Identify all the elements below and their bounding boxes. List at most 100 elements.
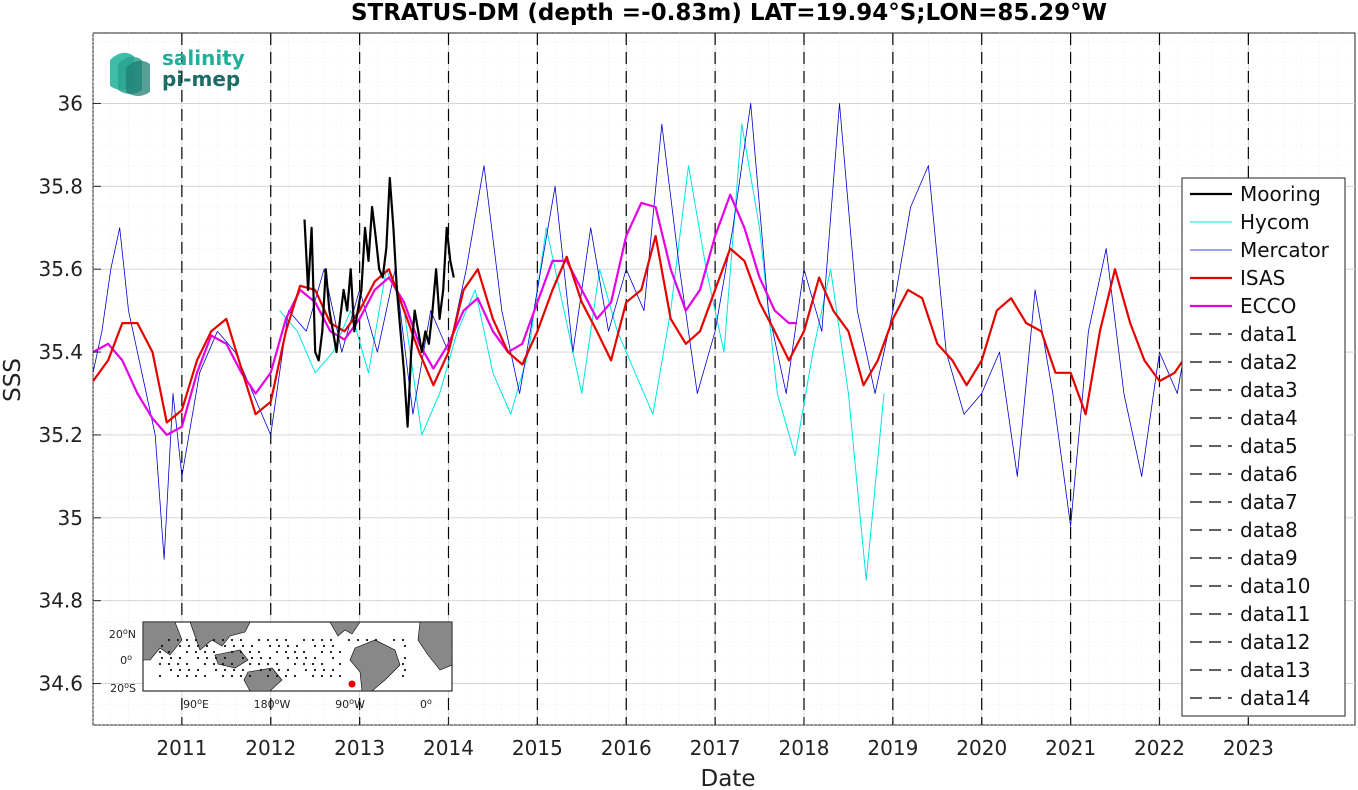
inset-buoy-dot [176,674,180,678]
inset-buoy-dot [304,656,308,660]
inset-buoy-dot [304,668,308,672]
inset-lat-20s: 20oS [110,681,136,695]
inset-buoy-dot [241,656,245,660]
y-tick-label: 35.2 [38,423,83,447]
legend-label-mooring: Mooring [1240,182,1321,206]
legend-label-data12: data12 [1240,630,1311,654]
logo-text-salinity: salinity [162,46,245,70]
x-tick-label: 2018 [779,736,830,760]
inset-buoy-dot [403,656,407,660]
inset-buoy-dot [401,662,405,666]
year-markers [181,33,1249,725]
y-tick-label: 35.4 [38,340,83,364]
inset-buoy-dots [158,638,407,678]
inset-buoy-dot [176,662,180,666]
series-line-mercator [92,103,1196,560]
inset-buoy-dot [322,668,326,672]
inset-buoy-dot [239,674,243,678]
inset-lon-0: 0o [420,697,432,711]
series-line-hycom [279,123,885,581]
inset-buoy-dot [322,644,326,648]
legend-label-data3: data3 [1240,378,1298,402]
inset-buoy-dot [250,644,254,648]
inset-buoy-dot [230,638,234,642]
inset-buoy-dot [160,656,164,660]
inset-buoy-dot [302,638,306,642]
series-line-isas [92,234,1205,424]
x-tick-label: 2013 [334,736,385,760]
inset-land-africa [142,621,183,661]
inset-buoy-dot [275,638,279,642]
inset-buoy-dot [187,644,191,648]
inset-buoy-dot [403,668,407,672]
inset-buoy-dot [223,668,227,672]
inset-buoy-dot [277,644,281,648]
inset-buoy-dot [257,638,261,642]
legend-label-data10: data10 [1240,574,1311,598]
inset-frame [142,621,453,692]
inset-buoy-dot [203,674,207,678]
inset-buoy-dot [320,674,324,678]
inset-buoy-dot [167,650,171,654]
inset-buoy-dot [187,668,191,672]
inset-buoy-dot [194,638,198,642]
x-tick-label: 2021 [1045,736,1096,760]
y-tick-label: 34.8 [38,589,83,613]
inset-buoy-dot [313,668,317,672]
inset-buoy-dot [313,656,317,660]
y-tick-label: 35.8 [38,174,83,198]
inset-buoy-dot [284,650,288,654]
x-tick-label: 2019 [867,736,918,760]
inset-buoy-dot [158,674,162,678]
inset-buoy-dot [286,656,290,660]
logo: salinity pi-mep [110,46,245,96]
inset-lon-90w: 90oW [335,697,365,711]
inset-buoy-dot [167,662,171,666]
inset-buoy-dot [212,638,216,642]
inset-buoy-dot [295,644,299,648]
inset-buoy-dot [203,662,207,666]
inset-buoy-dot [347,638,351,642]
x-tick-label: 2017 [690,736,741,760]
inset-buoy-dot [320,650,324,654]
inset-buoy-dot [205,644,209,648]
legend-label-ecco: ECCO [1240,294,1296,318]
inset-buoy-dot [214,656,218,660]
y-tick-label: 36 [58,91,83,115]
inset-buoy-dot [158,662,162,666]
legend-label-mercator: Mercator [1240,238,1330,262]
legend-label-data13: data13 [1240,658,1311,682]
inset-buoy-dot [311,674,315,678]
x-tick-label: 2014 [423,736,474,760]
legend-label-hycom: Hycom [1240,210,1310,234]
inset-buoy-dot [205,656,209,660]
chart-title: STRATUS-DM (depth =-0.83m) LAT=19.94°S;L… [351,0,1107,26]
inset-buoy-dot [295,656,299,660]
inset-lat-0: 0o [120,653,132,667]
logo-text-pimep: pi-mep [162,67,240,91]
legend-label-data1: data1 [1240,322,1298,346]
legend-label-data8: data8 [1240,518,1298,542]
inset-buoy-dot [221,662,225,666]
inset-land-australia [243,667,283,692]
inset-buoy-dot [169,668,173,672]
inset-lat-20n: 20oN [109,627,136,641]
inset-buoy-dot [241,644,245,648]
inset-buoy-dot [158,650,162,654]
mooring-location-marker [348,680,356,688]
inset-buoy-dot [178,656,182,660]
inset-buoy-dot [320,662,324,666]
inset-buoy-dot [329,650,333,654]
x-tick-label: 2016 [601,736,652,760]
series-layer [92,103,1205,581]
plot-area [92,32,1356,726]
inset-buoy-dot [167,638,171,642]
inset-buoy-dot [392,638,396,642]
inset-buoy-dot [248,662,252,666]
inset-land-africa-east [417,621,453,671]
inset-buoy-dot [259,668,263,672]
inset-buoy-dot [277,668,281,672]
inset-buoy-dot [284,638,288,642]
inset-buoy-dot [223,644,227,648]
x-tick-label: 2023 [1223,736,1274,760]
